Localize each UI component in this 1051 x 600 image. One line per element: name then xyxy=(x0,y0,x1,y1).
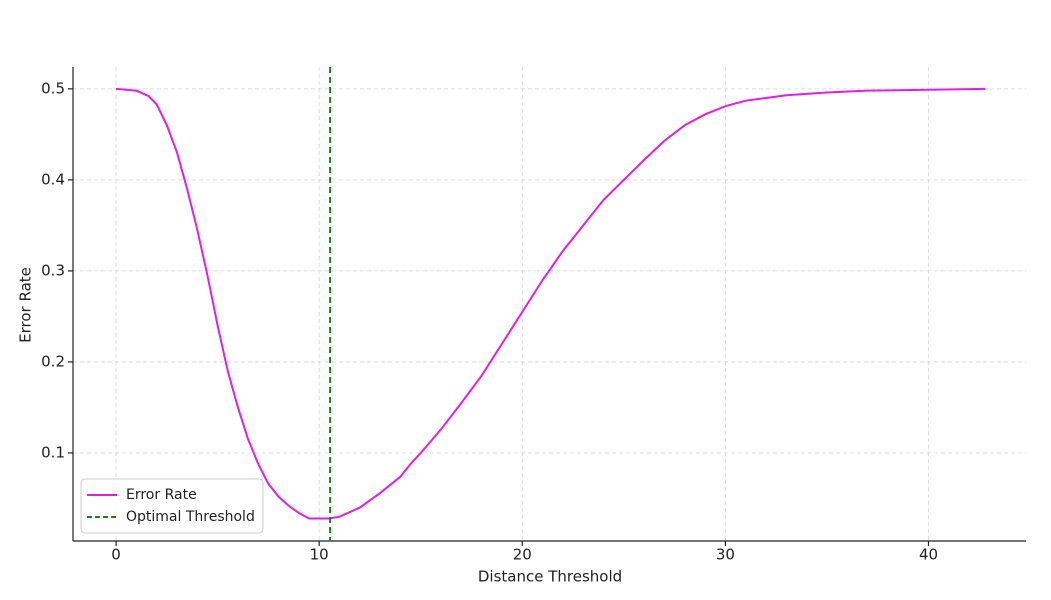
y-tick-label: 0.1 xyxy=(41,443,65,461)
y-tick-label: 0.3 xyxy=(41,261,65,279)
x-axis-label: Distance Threshold xyxy=(478,568,622,586)
y-tick-label: 0.4 xyxy=(41,170,65,188)
y-tick-label: 0.5 xyxy=(41,79,65,97)
line-series xyxy=(115,87,986,520)
legend-label: Error Rate xyxy=(126,487,197,503)
x-tick-label: 30 xyxy=(716,546,735,564)
legend-label: Optimal Threshold xyxy=(126,509,255,525)
x-tick-label: 20 xyxy=(513,546,532,564)
y-tick-label: 0.2 xyxy=(41,352,65,370)
x-tick-label: 0 xyxy=(111,546,121,564)
legend-box xyxy=(80,478,264,534)
x-tick-label: 40 xyxy=(919,546,938,564)
y-axis-label: Error Rate xyxy=(17,267,35,343)
x-tick-label: 10 xyxy=(310,546,329,564)
